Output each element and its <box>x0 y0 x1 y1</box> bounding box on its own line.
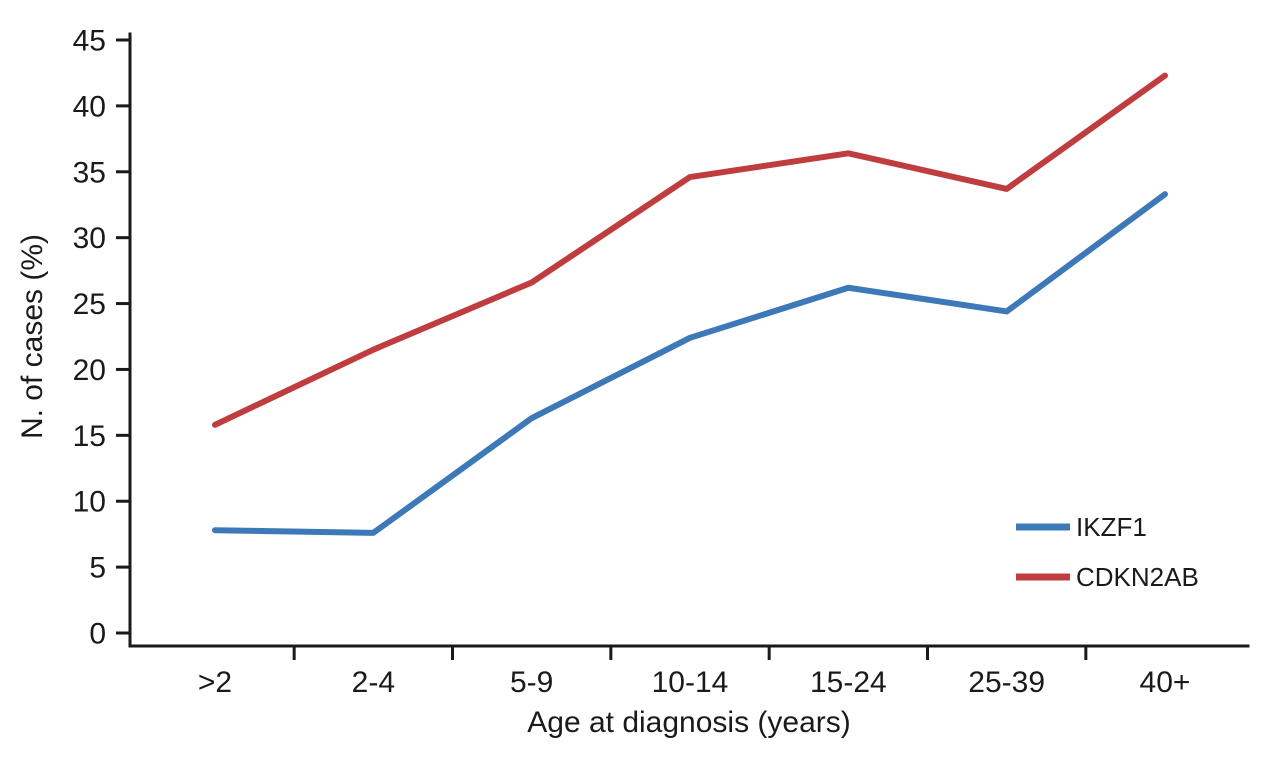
y-tick-label: 10 <box>73 486 106 519</box>
series-line-CDKN2AB <box>212 72 1168 428</box>
y-axis-title: N. of cases (%) <box>16 234 49 439</box>
legend-label-CDKN2AB: CDKN2AB <box>1076 562 1199 592</box>
y-tick-label: 30 <box>73 222 106 255</box>
y-tick-label: 40 <box>73 90 106 123</box>
y-tick-label: 20 <box>73 354 106 387</box>
y-tick-label: 0 <box>89 618 106 651</box>
series-line-IKZF1 <box>212 191 1168 536</box>
legend-label-IKZF1: IKZF1 <box>1076 512 1147 542</box>
y-tick-label: 25 <box>73 288 106 321</box>
x-tick-label: >2 <box>198 666 232 699</box>
x-tick-label: 2-4 <box>352 666 395 699</box>
y-tick-label: 15 <box>73 420 106 453</box>
x-tick-label: 40+ <box>1140 666 1191 699</box>
x-tick-label: 15-24 <box>810 666 887 699</box>
y-tick-label: 35 <box>73 156 106 189</box>
x-tick-label: 5-9 <box>510 666 553 699</box>
x-axis-title: Age at diagnosis (years) <box>527 706 851 739</box>
x-tick-label: 25-39 <box>968 666 1045 699</box>
x-tick-label: 10-14 <box>652 666 729 699</box>
y-tick-label: 5 <box>89 552 106 585</box>
y-tick-label: 45 <box>73 25 106 58</box>
